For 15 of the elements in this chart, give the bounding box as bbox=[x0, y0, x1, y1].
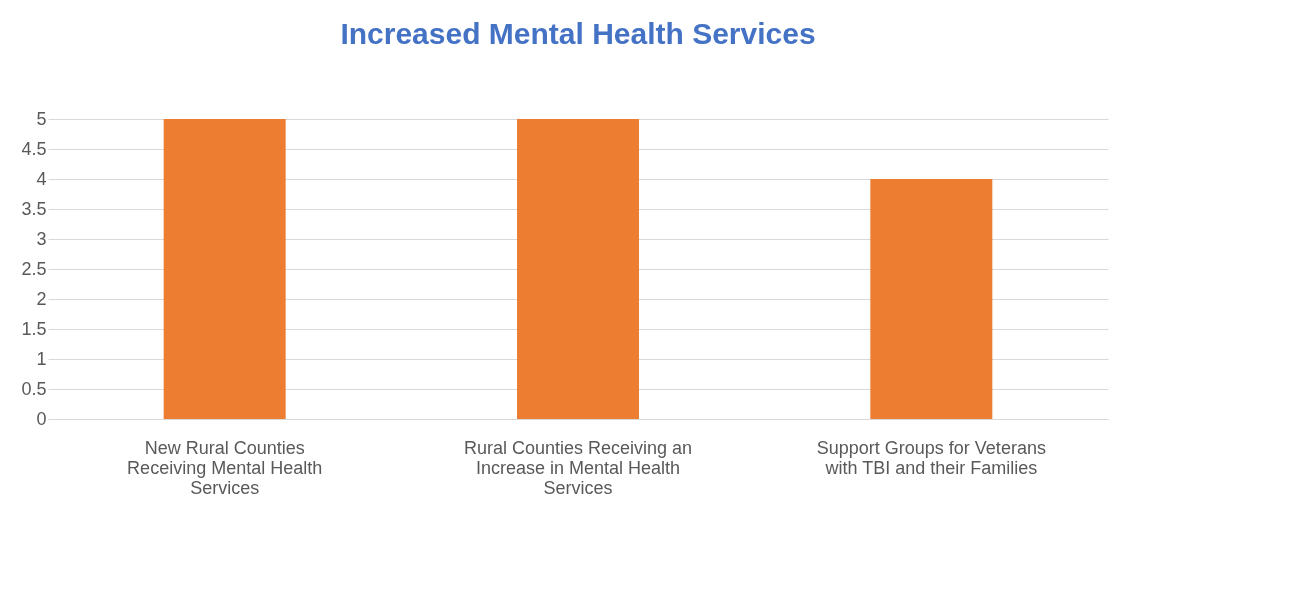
x-tick-label: New Rural Counties Receiving Mental Health Services bbox=[127, 437, 323, 498]
y-tick-label: 0 bbox=[36, 408, 47, 429]
y-tick-label: 1 bbox=[36, 348, 47, 369]
y-tick-label: 1.5 bbox=[21, 318, 47, 339]
y-tick-label: 2 bbox=[36, 288, 47, 309]
x-tick-label: Support Groups for Veterans with TBI and their Families bbox=[816, 437, 1046, 478]
y-tick-label: 4.5 bbox=[21, 138, 47, 159]
y-tick-label: 0.5 bbox=[21, 378, 47, 399]
y-tick-label: 5 bbox=[36, 108, 47, 129]
y-tick-label: 3.5 bbox=[21, 198, 47, 219]
chart-title: Increased Mental Health Services bbox=[340, 17, 816, 50]
x-tick-label: Rural Counties Receiving an Increase in Mental Health Services bbox=[463, 437, 693, 498]
y-tick-label: 3 bbox=[36, 228, 47, 249]
y-tick-label: 2.5 bbox=[21, 258, 47, 279]
y-tick-label: 4 bbox=[36, 168, 47, 189]
